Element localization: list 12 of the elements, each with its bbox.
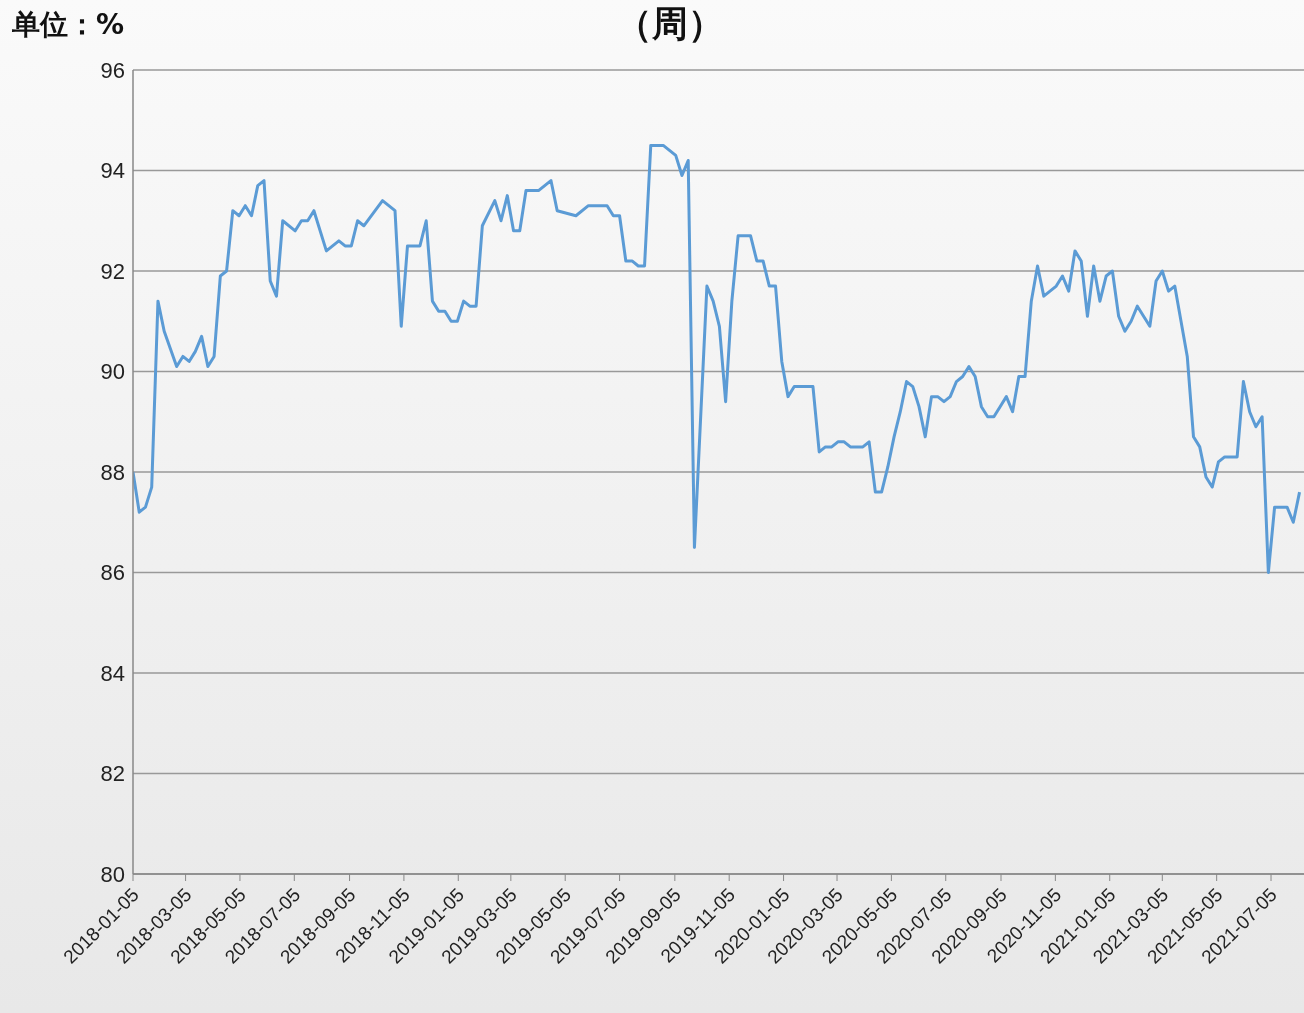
y-tick-label: 90 xyxy=(100,359,125,385)
y-tick-label: 86 xyxy=(100,560,125,586)
y-tick-label: 92 xyxy=(100,258,125,284)
y-tick-label: 82 xyxy=(100,761,125,787)
y-tick-label: 84 xyxy=(100,660,125,686)
y-tick-label: 96 xyxy=(100,57,125,83)
line-series xyxy=(133,143,1302,574)
chart-title: （周） xyxy=(615,2,725,46)
y-tick-label: 80 xyxy=(100,861,125,887)
y-tick-label: 88 xyxy=(100,459,125,485)
y-axis-title: 单位：% xyxy=(12,7,125,43)
y-tick-label: 94 xyxy=(100,158,125,184)
